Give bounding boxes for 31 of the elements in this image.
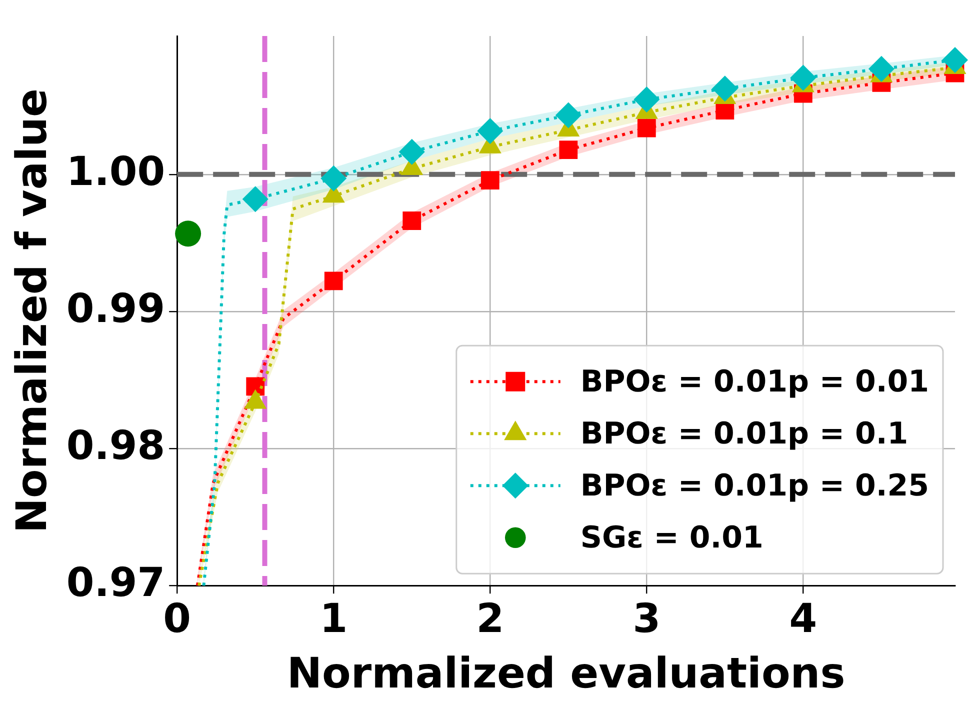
legend-label: BPOε = 0.01p = 0.25: [580, 468, 930, 504]
point: [942, 46, 968, 73]
point: [637, 118, 656, 138]
point: [559, 140, 578, 159]
y-tick-label: 0.99: [66, 286, 166, 332]
x-tick-label: 1: [320, 596, 348, 642]
point: [634, 86, 660, 112]
point: [712, 76, 738, 102]
y-tick-label: 1.00: [66, 148, 166, 195]
y-tick-label: 0.97: [66, 560, 166, 606]
point: [175, 220, 202, 247]
legend-label: BPOε = 0.01p = 0.1: [580, 416, 908, 452]
x-tick-label: 3: [632, 596, 661, 642]
x-tick-label: 0: [163, 596, 192, 642]
point: [868, 56, 894, 82]
legend-label: SGε = 0.01: [580, 520, 764, 556]
point: [324, 272, 343, 290]
point: [477, 118, 504, 144]
y-axis-title: Normalized f value: [7, 88, 56, 534]
point: [242, 186, 268, 212]
x-tick-label: 2: [476, 596, 504, 642]
point: [480, 171, 500, 190]
point: [320, 165, 347, 192]
x-axis-title: Normalized evaluations: [286, 648, 846, 698]
point: [790, 64, 816, 91]
point: [555, 102, 582, 128]
point: [398, 138, 425, 165]
point: [402, 212, 422, 230]
legend-label: BPOε = 0.01p = 0.01: [580, 364, 930, 400]
x-tick-label: 4: [789, 596, 818, 642]
y-tick-label: 0.98: [66, 422, 166, 469]
